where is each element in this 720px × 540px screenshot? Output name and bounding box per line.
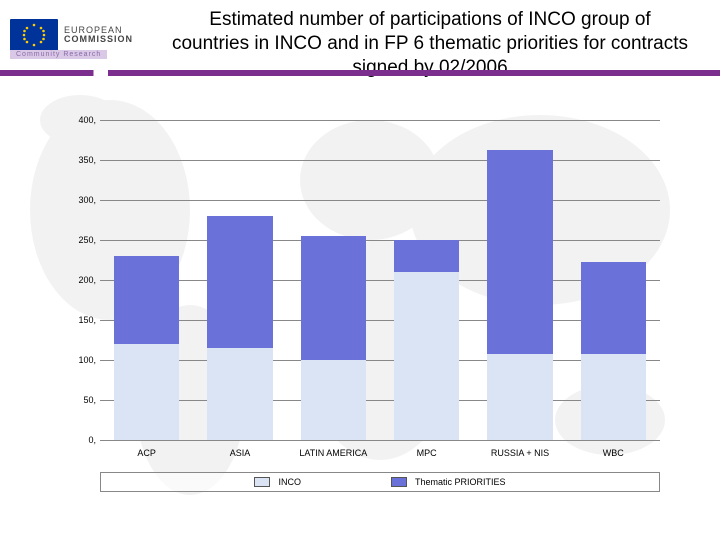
- bar-segment-inco: [487, 354, 552, 440]
- brand-stripe: [0, 70, 720, 76]
- bar-slot: [287, 120, 380, 440]
- legend-label: Thematic PRIORITIES: [415, 477, 506, 487]
- y-tick-label: 150,: [68, 315, 96, 325]
- bar-segment-inco: [394, 272, 459, 440]
- bar-segment-inco: [301, 360, 366, 440]
- eu-flag-icon: [10, 19, 58, 51]
- legend-label: INCO: [278, 477, 301, 487]
- bar-segment-thematic: [301, 236, 366, 360]
- logo-subtitle: Community Research: [10, 50, 107, 59]
- bar-segment-thematic: [207, 216, 272, 348]
- stacked-bar: [487, 150, 552, 440]
- bar-slot: [100, 120, 193, 440]
- legend-item-thematic: Thematic PRIORITIES: [391, 477, 506, 487]
- logo-line2: COMMISSION: [64, 35, 133, 44]
- y-tick-label: 300,: [68, 195, 96, 205]
- ec-logo: EUROPEAN COMMISSION: [0, 0, 160, 70]
- y-tick-label: 400,: [68, 115, 96, 125]
- bar-slot: [567, 120, 660, 440]
- bar-slot: [380, 120, 473, 440]
- stacked-bar: [581, 262, 646, 440]
- bar-slot: [193, 120, 286, 440]
- bar-slot: [473, 120, 566, 440]
- bar-segment-thematic: [581, 262, 646, 354]
- x-tick-label: ASIA: [193, 448, 286, 458]
- y-tick-label: 200,: [68, 275, 96, 285]
- x-tick-label: LATIN AMERICA: [287, 448, 380, 458]
- x-tick-label: RUSSIA + NIS: [473, 448, 566, 458]
- bar-segment-thematic: [487, 150, 552, 354]
- y-tick-label: 50,: [68, 395, 96, 405]
- y-tick-label: 100,: [68, 355, 96, 365]
- y-tick-label: 0,: [68, 435, 96, 445]
- bar-segment-inco: [581, 354, 646, 440]
- x-tick-label: ACP: [100, 448, 193, 458]
- chart: 0,50,100,150,200,250,300,350,400,: [100, 120, 660, 440]
- y-tick-label: 350,: [68, 155, 96, 165]
- bar-segment-thematic: [394, 240, 459, 272]
- legend: INCO Thematic PRIORITIES: [100, 472, 660, 492]
- x-tick-label: WBC: [567, 448, 660, 458]
- x-tick-label: MPC: [380, 448, 473, 458]
- stacked-bar: [207, 216, 272, 440]
- stacked-bar: [114, 256, 179, 440]
- stacked-bar: [394, 240, 459, 440]
- legend-swatch-icon: [391, 477, 407, 487]
- gridline: [100, 440, 660, 441]
- y-tick-label: 250,: [68, 235, 96, 245]
- bar-segment-inco: [114, 344, 179, 440]
- x-axis-labels: ACPASIALATIN AMERICAMPCRUSSIA + NISWBC: [100, 448, 660, 458]
- header: EUROPEAN COMMISSION Community Research E…: [0, 0, 720, 70]
- slide-title: Estimated number of participations of IN…: [160, 0, 720, 79]
- stacked-bar: [301, 236, 366, 440]
- legend-swatch-icon: [254, 477, 270, 487]
- bar-segment-inco: [207, 348, 272, 440]
- legend-item-inco: INCO: [254, 477, 301, 487]
- bar-segment-thematic: [114, 256, 179, 344]
